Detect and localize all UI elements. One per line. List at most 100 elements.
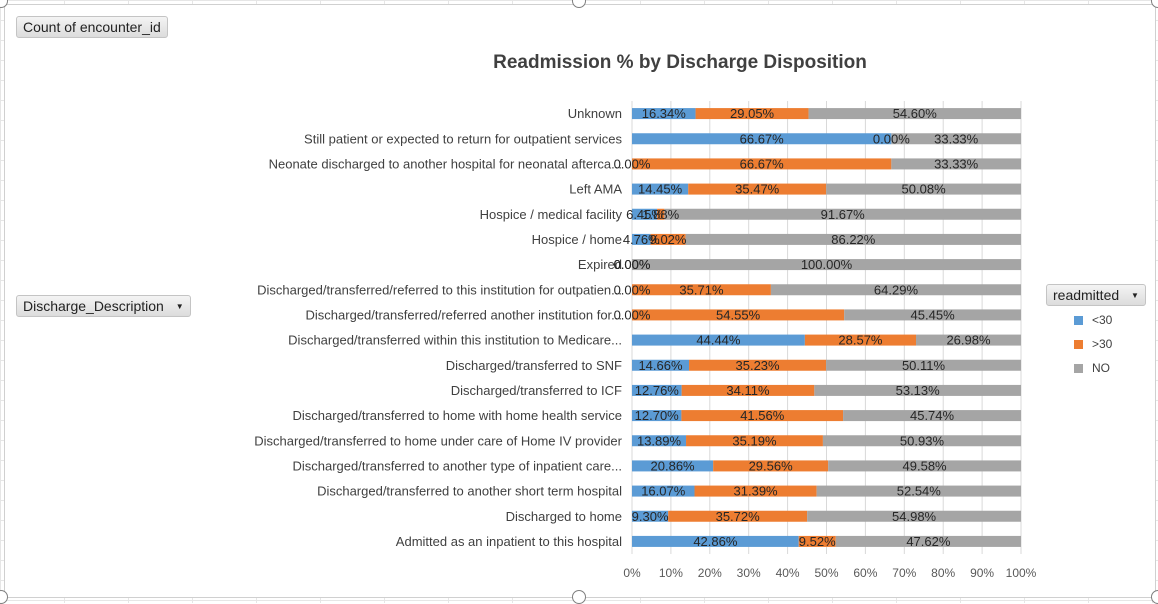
- x-tick-label: 50%: [814, 566, 838, 580]
- bar-segment: [632, 384, 682, 396]
- chart-title: Readmission % by Discharge Disposition: [493, 52, 867, 73]
- data-label: 100.00%: [801, 257, 853, 272]
- bar-segment: [686, 435, 823, 447]
- bar-segment: [650, 233, 686, 245]
- bar-segment: [798, 535, 836, 547]
- value-field-label: Count of encounter_id: [23, 19, 161, 35]
- bar-segment: [826, 183, 1021, 195]
- x-tick-label: 80%: [931, 566, 955, 580]
- x-tick-label: 60%: [853, 566, 877, 580]
- bar-segment: [891, 158, 1021, 170]
- bar-segment: [804, 334, 917, 346]
- bar-segment: [632, 108, 696, 120]
- value-field-button[interactable]: Count of encounter_id: [16, 16, 168, 38]
- data-label: 42.86%: [693, 534, 738, 549]
- data-label: 50.93%: [900, 433, 945, 448]
- category-label: Discharged/transferred within this insti…: [288, 333, 622, 348]
- data-label: 0.00%: [614, 307, 651, 322]
- bar-segment: [808, 108, 1021, 120]
- bar-segment: [822, 435, 1022, 447]
- data-label: 31.39%: [734, 484, 779, 499]
- dropdown-arrow-icon: ▼: [175, 302, 184, 312]
- data-label: 29.56%: [749, 458, 794, 473]
- chart-area[interactable]: [4, 4, 1156, 598]
- data-label: 26.98%: [946, 333, 991, 348]
- bar-segment: [844, 309, 1021, 321]
- bar-segment: [695, 108, 809, 120]
- data-label: 35.71%: [679, 282, 724, 297]
- data-label: 54.60%: [893, 106, 938, 121]
- category-label: Discharged/transferred to another short …: [317, 484, 622, 499]
- data-label: 64.29%: [874, 282, 919, 297]
- data-label: 35.47%: [735, 182, 780, 197]
- legend-field-label: readmitted: [1053, 287, 1120, 303]
- data-label: 0.00%: [614, 282, 651, 297]
- data-label: 34.11%: [726, 383, 770, 398]
- data-label: 12.76%: [635, 383, 680, 398]
- category-label: Admitted as an inpatient to this hospita…: [396, 534, 622, 549]
- bar-segment: [632, 158, 892, 170]
- data-label: 66.67%: [740, 156, 785, 171]
- bar-segment: [632, 460, 714, 472]
- legend-label: >30: [1092, 337, 1113, 351]
- bar-segment: [632, 233, 651, 245]
- bar-segment: [681, 410, 844, 422]
- category-label: Discharged/transferred/referred to this …: [257, 282, 622, 297]
- x-tick-label: 10%: [659, 566, 683, 580]
- data-label: 4.76%: [623, 232, 660, 247]
- legend-field-button[interactable]: readmitted ▼: [1046, 284, 1146, 306]
- dropdown-arrow-icon: ▼: [1131, 291, 1139, 301]
- data-label: 45.74%: [910, 408, 955, 423]
- bar-segment: [632, 259, 1021, 271]
- bar-segment: [807, 510, 1021, 522]
- category-label: Discharged/transferred to home under car…: [254, 433, 622, 448]
- category-label: Unknown: [568, 106, 622, 121]
- bar-segment: [664, 208, 1021, 220]
- bar-segment: [632, 183, 689, 195]
- data-label: 66.67%: [740, 131, 785, 146]
- bar-segment: [826, 359, 1021, 371]
- data-label: 20.86%: [651, 458, 696, 473]
- data-label: 35.19%: [732, 433, 777, 448]
- data-label: 9.02%: [650, 232, 687, 247]
- x-tick-label: 90%: [970, 566, 994, 580]
- resize-handle-top-right[interactable]: [1151, 0, 1158, 8]
- data-label: 49.58%: [903, 458, 948, 473]
- data-label: 0.00%: [873, 131, 910, 146]
- bar-segment: [816, 485, 1021, 497]
- category-label: Discharged/transferred/referred another …: [306, 307, 623, 322]
- bar-segment: [632, 284, 771, 296]
- category-label: Hospice / medical facility: [480, 207, 623, 222]
- category-label: Discharged to home: [506, 509, 622, 524]
- data-label: 14.66%: [638, 358, 683, 373]
- bar-segment: [688, 183, 827, 195]
- data-label: 6.45%: [626, 207, 663, 222]
- data-label: 52.54%: [897, 484, 942, 499]
- data-label: 41.56%: [740, 408, 785, 423]
- category-label: Expired: [578, 257, 622, 272]
- data-label: 35.23%: [736, 358, 781, 373]
- data-label: 33.33%: [934, 156, 979, 171]
- data-label: 50.11%: [902, 358, 946, 373]
- bar-segment: [632, 535, 799, 547]
- data-label: 47.62%: [906, 534, 951, 549]
- category-label: Still patient or expected to return for …: [304, 131, 622, 146]
- row-field-label: Discharge_Description: [23, 298, 164, 314]
- bar-segment: [632, 435, 687, 447]
- data-label: 28.57%: [838, 333, 883, 348]
- bar-segment: [632, 359, 690, 371]
- category-label: Discharged/transferred to another type o…: [292, 458, 622, 473]
- legend-label: NO: [1092, 361, 1110, 375]
- row-field-button[interactable]: Discharge_Description ▼: [16, 295, 191, 317]
- data-label: 16.34%: [642, 106, 687, 121]
- category-label: Left AMA: [569, 182, 622, 197]
- x-tick-label: 20%: [698, 566, 722, 580]
- x-tick-label: 30%: [737, 566, 761, 580]
- bar-segment: [632, 133, 892, 145]
- category-label: Discharged/transferred to SNF: [446, 358, 622, 373]
- data-label: 0.00%: [614, 156, 651, 171]
- bar-segment: [694, 485, 817, 497]
- category-label: Discharged/transferred to ICF: [451, 383, 622, 398]
- bar-segment: [814, 384, 1021, 396]
